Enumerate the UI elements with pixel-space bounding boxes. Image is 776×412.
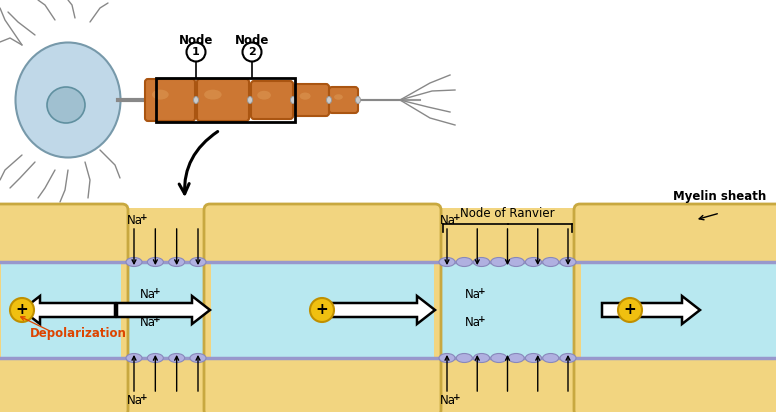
Text: +: + [153,286,161,295]
Text: 2: 2 [248,47,256,57]
FancyBboxPatch shape [145,79,195,121]
Ellipse shape [248,96,252,103]
Text: +: + [140,393,147,402]
Ellipse shape [327,96,331,103]
Polygon shape [117,296,210,324]
Text: Node: Node [235,33,269,47]
Text: 1: 1 [192,47,200,57]
Circle shape [242,42,262,61]
Bar [156,78,295,122]
Ellipse shape [16,42,120,157]
Text: +: + [453,213,461,222]
Polygon shape [22,296,115,324]
Ellipse shape [126,258,142,267]
Ellipse shape [355,96,361,103]
Ellipse shape [300,93,310,100]
Bar [581,262,776,358]
Ellipse shape [204,90,222,100]
Ellipse shape [190,353,206,363]
FancyBboxPatch shape [197,79,249,121]
Text: Depolarization: Depolarization [30,328,126,340]
Text: Na: Na [440,213,456,227]
Ellipse shape [525,258,542,267]
Ellipse shape [147,353,163,363]
Ellipse shape [508,258,524,267]
Ellipse shape [168,353,185,363]
Text: +: + [316,302,328,318]
Ellipse shape [491,258,507,267]
Ellipse shape [168,258,185,267]
Ellipse shape [439,258,455,267]
Polygon shape [602,296,700,324]
FancyBboxPatch shape [251,81,293,119]
Text: +: + [153,314,161,323]
Text: Na: Na [140,316,156,328]
Text: +: + [453,393,461,402]
Bar [1,262,121,358]
Text: Na: Na [465,316,481,328]
Bar [0,262,776,358]
Text: +: + [16,302,29,318]
Ellipse shape [47,87,85,123]
Text: +: + [624,302,636,318]
Bar [0,208,776,412]
Ellipse shape [334,94,343,100]
Ellipse shape [542,353,559,363]
FancyBboxPatch shape [329,87,358,113]
Text: Myelin sheath: Myelin sheath [674,190,767,203]
Ellipse shape [190,258,206,267]
Ellipse shape [126,353,142,363]
Ellipse shape [508,353,524,363]
Ellipse shape [542,258,559,267]
Ellipse shape [456,353,473,363]
Ellipse shape [560,353,576,363]
Polygon shape [327,296,435,324]
Bar [0,0,776,202]
Text: Node: Node [178,33,213,47]
Text: Na: Na [465,288,481,300]
Ellipse shape [439,353,455,363]
Ellipse shape [473,353,490,363]
Circle shape [186,42,206,61]
FancyBboxPatch shape [574,204,776,412]
Ellipse shape [491,353,507,363]
Circle shape [618,298,642,322]
Text: +: + [140,213,147,222]
Text: +: + [478,314,486,323]
Ellipse shape [560,258,576,267]
Ellipse shape [525,353,542,363]
Ellipse shape [290,96,296,103]
Ellipse shape [257,91,271,100]
Ellipse shape [473,258,490,267]
Text: Na: Na [127,213,143,227]
FancyBboxPatch shape [0,204,128,412]
FancyBboxPatch shape [204,204,441,412]
Text: Na: Na [440,393,456,407]
Text: Na: Na [127,393,143,407]
Ellipse shape [147,258,163,267]
Circle shape [310,298,334,322]
Ellipse shape [152,90,168,100]
Text: +: + [478,286,486,295]
Bar [211,262,434,358]
Text: Na: Na [140,288,156,300]
Ellipse shape [193,96,199,103]
Text: Node of Ranvier: Node of Ranvier [460,207,555,220]
Circle shape [10,298,34,322]
FancyBboxPatch shape [294,84,329,116]
Ellipse shape [456,258,473,267]
